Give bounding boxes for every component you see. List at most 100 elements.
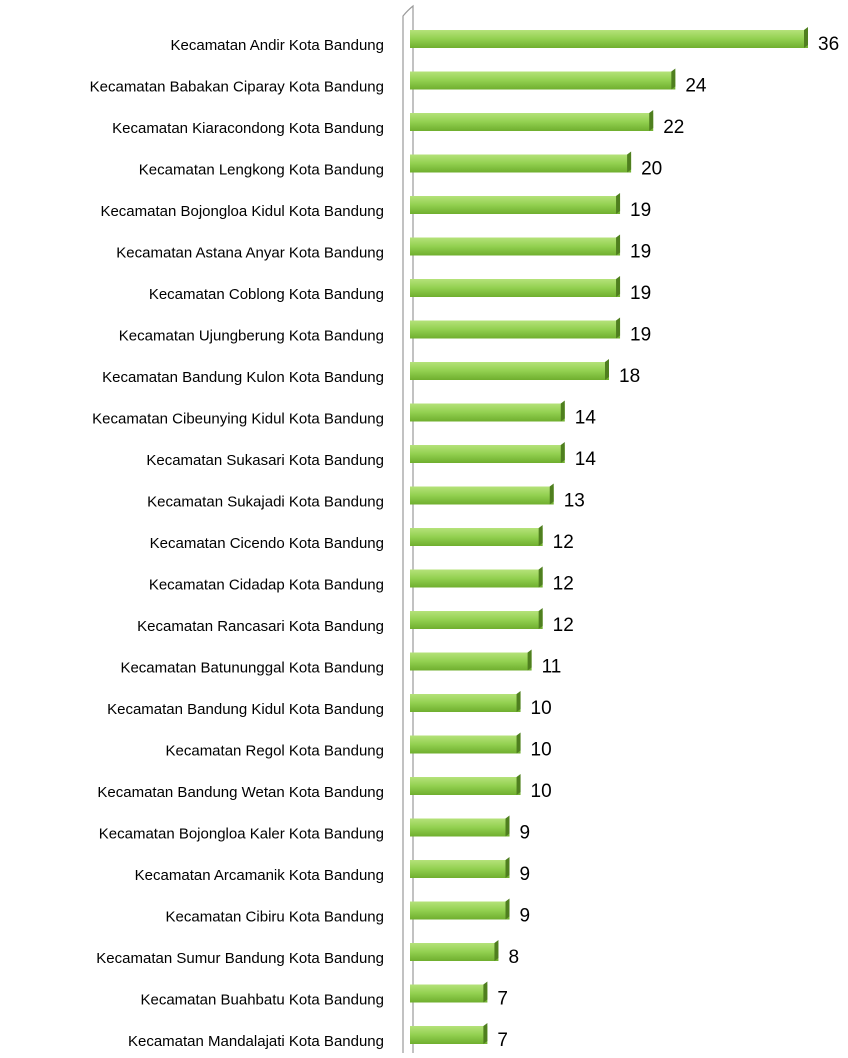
value-label: 22 xyxy=(663,117,684,138)
category-label: Kecamatan Astana Anyar Kota Bandung xyxy=(116,244,384,261)
bar-edge xyxy=(649,110,654,131)
category-label: Kecamatan Arcamanik Kota Bandung xyxy=(135,867,384,884)
bar-edge xyxy=(616,317,621,339)
bar-edge xyxy=(804,27,808,48)
bar xyxy=(410,652,532,671)
bar-edge xyxy=(549,483,554,505)
category-label: Kecamatan Kiaracondong Kota Bandung xyxy=(112,120,384,137)
bar xyxy=(410,777,521,795)
category-label: Kecamatan Sumur Bandung Kota Bandung xyxy=(96,950,384,967)
bar-edge xyxy=(560,442,565,463)
bar-edge xyxy=(605,359,609,380)
category-label: Kecamatan Bandung Kidul Kota Bandung xyxy=(107,701,384,718)
bar xyxy=(410,279,621,297)
bar xyxy=(410,196,621,214)
value-label: 9 xyxy=(520,864,531,885)
category-label: Kecamatan Coblong Kota Bandung xyxy=(149,286,384,303)
category-label: Kecamatan Sukasari Kota Bandung xyxy=(146,452,384,469)
category-label: Kecamatan Andir Kota Bandung xyxy=(171,37,385,54)
category-label: Kecamatan Babakan Ciparay Kota Bandung xyxy=(90,78,384,95)
bar xyxy=(410,984,488,1003)
value-label: 12 xyxy=(553,532,574,553)
bar-edge xyxy=(560,400,565,422)
bar xyxy=(410,569,543,588)
bar xyxy=(410,818,510,837)
value-label: 13 xyxy=(564,491,585,512)
value-label: 14 xyxy=(575,449,597,470)
bar-edge xyxy=(483,981,488,1003)
value-label: 8 xyxy=(508,947,519,968)
bar xyxy=(410,71,676,90)
value-label: 19 xyxy=(630,242,651,263)
bar xyxy=(410,694,521,712)
bar-edge xyxy=(538,566,543,588)
axis-line xyxy=(402,4,414,1053)
value-label: 20 xyxy=(641,159,662,180)
bar-edge xyxy=(516,732,521,754)
bar xyxy=(410,30,808,48)
bar xyxy=(410,154,632,173)
bar-edge xyxy=(505,815,510,837)
bar-edge xyxy=(616,276,621,297)
bar xyxy=(410,860,510,878)
value-label: 7 xyxy=(497,989,508,1010)
bar xyxy=(410,362,609,380)
category-label: Kecamatan Rancasari Kota Bandung xyxy=(137,618,384,635)
bar-edge xyxy=(505,898,510,920)
value-label: 19 xyxy=(630,283,651,304)
bar xyxy=(410,113,654,131)
category-label: Kecamatan Cibeunying Kidul Kota Bandung xyxy=(92,410,384,427)
value-label: 12 xyxy=(553,574,574,595)
value-label: 9 xyxy=(520,823,531,844)
category-label: Kecamatan Ujungberung Kota Bandung xyxy=(119,327,384,344)
value-label: 12 xyxy=(553,615,574,636)
value-label: 24 xyxy=(685,76,707,97)
category-label: Kecamatan Bandung Wetan Kota Bandung xyxy=(97,784,384,801)
category-label: Kecamatan Buahbatu Kota Bandung xyxy=(140,991,384,1008)
bar xyxy=(410,943,499,961)
value-label: 14 xyxy=(575,408,597,429)
category-label: Kecamatan Bojongloa Kidul Kota Bandung xyxy=(100,203,384,220)
category-label: Kecamatan Cicendo Kota Bandung xyxy=(150,535,384,552)
bar-edge xyxy=(527,649,532,671)
category-label: Kecamatan Bandung Kulon Kota Bandung xyxy=(102,369,384,386)
bar-edge xyxy=(516,691,521,712)
value-label: 7 xyxy=(497,1030,508,1051)
bar xyxy=(410,445,565,463)
value-label: 10 xyxy=(531,698,552,719)
value-label: 10 xyxy=(531,740,552,761)
bar xyxy=(410,403,565,422)
bar xyxy=(410,901,510,920)
bar-edge xyxy=(538,525,543,546)
bar-edge xyxy=(627,151,632,173)
category-label: Kecamatan Cibiru Kota Bandung xyxy=(166,908,384,925)
bar-edge xyxy=(671,68,676,90)
bar xyxy=(410,486,554,505)
bar-edge xyxy=(516,774,521,795)
bar-edge xyxy=(616,234,621,256)
bar xyxy=(410,237,621,256)
bar-edge xyxy=(505,857,510,878)
value-label: 9 xyxy=(520,906,531,927)
bar xyxy=(410,735,521,754)
category-label: Kecamatan Regol Kota Bandung xyxy=(166,742,385,759)
bar-edge xyxy=(538,608,543,629)
value-label: 36 xyxy=(818,34,839,55)
value-label: 19 xyxy=(630,200,651,221)
category-label: Kecamatan Sukajadi Kota Bandung xyxy=(147,493,384,510)
category-label: Kecamatan Mandalajati Kota Bandung xyxy=(128,1033,384,1050)
category-label: Kecamatan Cidadap Kota Bandung xyxy=(149,576,384,593)
category-label: Kecamatan Lengkong Kota Bandung xyxy=(139,161,384,178)
value-label: 18 xyxy=(619,366,640,387)
bar xyxy=(410,1026,488,1044)
bar-edge xyxy=(616,193,621,214)
bar xyxy=(410,320,621,339)
bar xyxy=(410,611,543,629)
category-label: Kecamatan Bojongloa Kaler Kota Bandung xyxy=(99,825,384,842)
category-label: Kecamatan Batununggal Kota Bandung xyxy=(120,659,384,676)
bar-edge xyxy=(483,1023,488,1044)
value-label: 19 xyxy=(630,325,651,346)
value-label: 11 xyxy=(542,657,562,678)
